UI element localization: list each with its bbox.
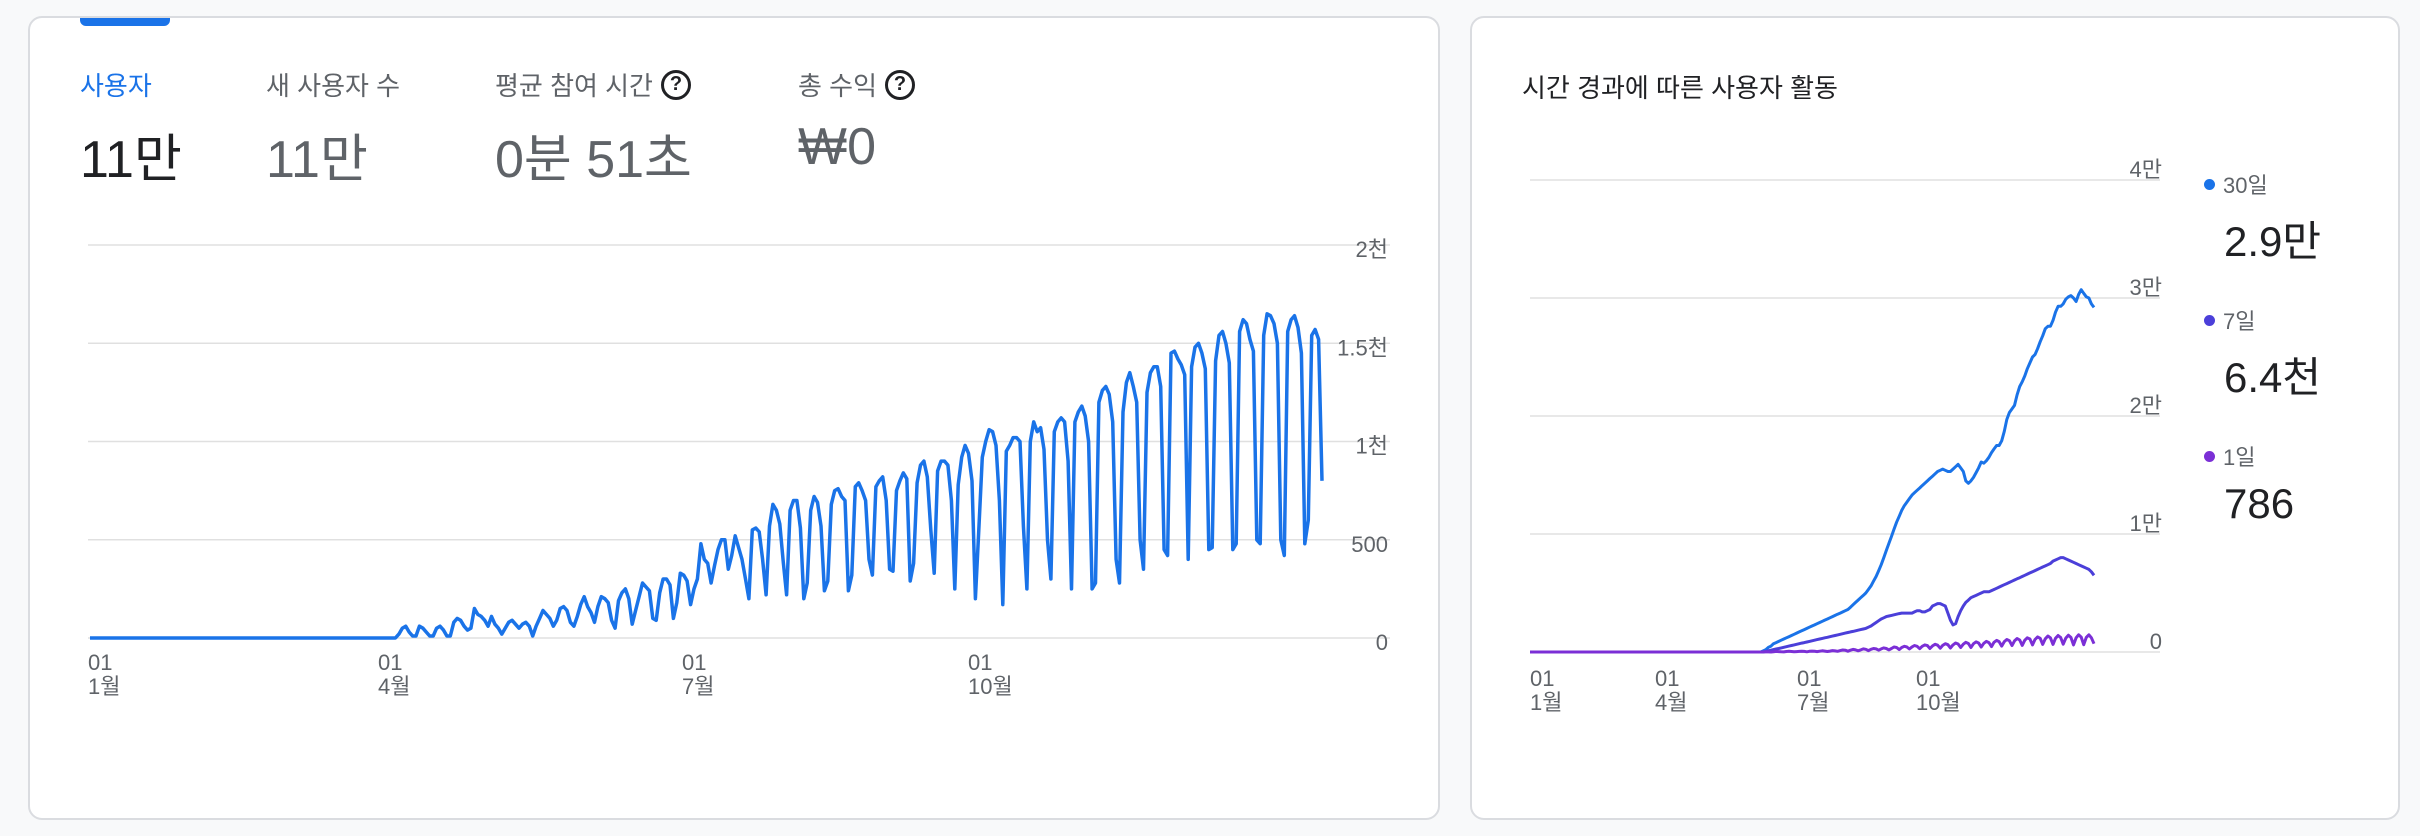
x-tick-label-day: 01 <box>88 650 112 675</box>
metric-tab-users[interactable]: 사용자 11만 <box>80 66 182 192</box>
legend-dot-icon <box>2204 314 2215 326</box>
legend-label-text: 1일 <box>2223 445 2256 470</box>
legend-dot-icon <box>2204 178 2215 190</box>
legend-item-7d[interactable]: 7일 6.4천 <box>2204 304 2321 405</box>
active-tab-indicator <box>80 18 170 26</box>
y-tick-label: 500 <box>1351 532 1388 557</box>
x-tick-label-month: 1월 <box>88 674 120 699</box>
y-tick-label: 2천 <box>1356 237 1388 262</box>
metric-label: 총 수익 ? <box>798 66 915 103</box>
x-tick-label-month: 1월 <box>1530 690 1562 715</box>
series-line-1일 <box>1530 633 2096 654</box>
user-activity-card: 시간 경과에 따른 사용자 활동 4만 3만 2만 1만 0 01 1월 01 4월 01 7월 01… <box>1470 16 2400 820</box>
help-icon[interactable]: ? <box>884 69 915 100</box>
x-tick-label-month: 4월 <box>1655 690 1687 715</box>
metric-label-text: 새 사용자 수 <box>266 71 401 101</box>
y-tick-label: 1천 <box>1356 434 1388 459</box>
metric-label: 사용자 <box>80 66 182 103</box>
y-tick-label: 1만 <box>2130 511 2162 536</box>
y-tick-label: 0 <box>2150 629 2162 654</box>
x-tick-label-day: 01 <box>682 650 706 675</box>
legend-label-text: 30일 <box>2223 173 2268 198</box>
help-icon[interactable]: ? <box>660 69 691 100</box>
metric-tab-new-users[interactable]: 새 사용자 수 11만 <box>266 66 400 192</box>
legend-item-30d[interactable]: 30일 2.9만 <box>2204 168 2321 269</box>
legend-value: 6.4천 <box>2224 354 2322 401</box>
metric-value: 11만 <box>266 131 368 189</box>
metric-label: 새 사용자 수 <box>266 66 400 103</box>
x-tick-label-month: 10월 <box>968 674 1013 699</box>
x-tick-label-month: 7월 <box>682 674 714 699</box>
metric-value: ₩0 <box>798 118 876 176</box>
series-line-users <box>90 312 1324 640</box>
x-tick-label-day: 01 <box>1916 666 1940 691</box>
legend-label: 1일 <box>2204 440 2294 472</box>
metric-label-text: 평균 참여 시간 <box>495 71 653 101</box>
metric-value: 0분 51초 <box>495 131 692 189</box>
series-line-7일 <box>1530 556 2096 654</box>
x-tick-label-day: 01 <box>1530 666 1554 691</box>
card-title: 시간 경과에 따른 사용자 활동 <box>1522 73 1838 103</box>
legend-item-1d[interactable]: 1일 786 <box>2204 440 2294 528</box>
y-tick-label: 2만 <box>2130 393 2162 418</box>
x-tick-label-month: 4월 <box>378 674 410 699</box>
metric-label-text: 총 수익 <box>798 71 877 101</box>
legend-dot-icon <box>2204 450 2215 462</box>
x-tick-label-month: 10월 <box>1916 690 1961 715</box>
metric-tab-total-revenue[interactable]: 총 수익 ? ₩0 <box>798 66 915 177</box>
y-tick-label: 4만 <box>2130 157 2162 182</box>
legend-label-text: 7일 <box>2223 309 2256 334</box>
series-line-30일 <box>1530 288 2096 654</box>
users-overview-card: 사용자 11만 새 사용자 수 11만 평균 참여 시간 ? 0분 51초 총 … <box>28 16 1440 820</box>
y-tick-label: 3만 <box>2130 275 2162 300</box>
x-tick-label-day: 01 <box>1655 666 1679 691</box>
metric-label: 평균 참여 시간 ? <box>495 66 692 103</box>
legend-label: 7일 <box>2204 304 2321 336</box>
x-tick-label-day: 01 <box>378 650 402 675</box>
metric-label-text: 사용자 <box>80 71 152 101</box>
y-tick-label: 1.5천 <box>1337 335 1388 360</box>
x-tick-label-month: 7월 <box>1797 690 1829 715</box>
legend-value: 786 <box>2224 480 2295 527</box>
x-tick-label-day: 01 <box>968 650 992 675</box>
x-tick-label-day: 01 <box>1797 666 1821 691</box>
legend-label: 30일 <box>2204 168 2321 200</box>
metric-tab-avg-engagement-time[interactable]: 평균 참여 시간 ? 0분 51초 <box>495 66 692 192</box>
legend-value: 2.9만 <box>2224 218 2322 265</box>
y-tick-label: 0 <box>1376 630 1388 655</box>
metric-value: 11만 <box>80 131 182 189</box>
